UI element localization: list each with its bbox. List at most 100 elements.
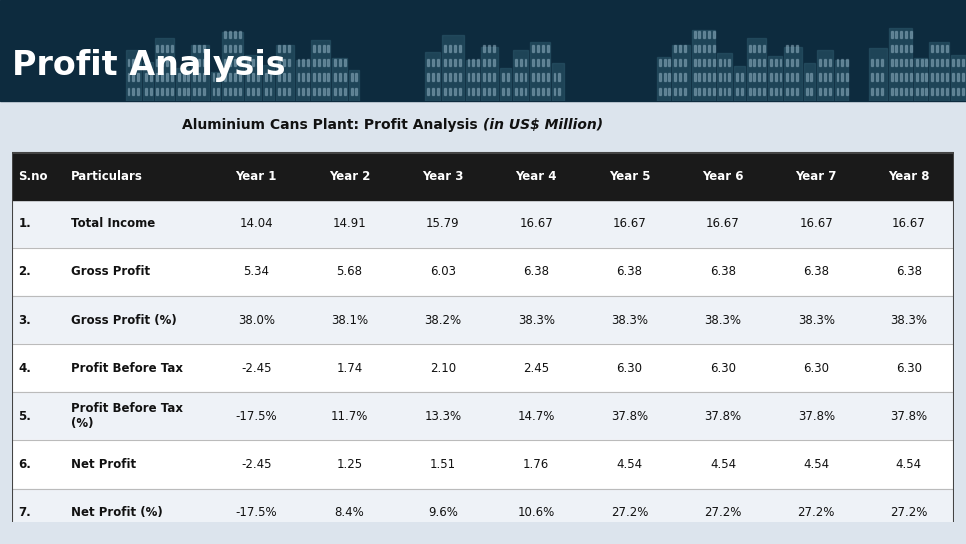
Bar	[488, 88, 490, 95]
Bar	[183, 88, 185, 95]
Bar	[775, 73, 777, 81]
Bar	[224, 88, 226, 95]
Bar	[694, 45, 696, 52]
Bar	[784, 47, 802, 101]
Bar	[12, 153, 954, 200]
Bar	[713, 31, 715, 38]
Bar	[128, 59, 129, 66]
Bar	[247, 59, 249, 66]
Bar	[318, 45, 320, 52]
Bar	[234, 31, 236, 38]
Bar	[957, 88, 959, 95]
Bar	[234, 73, 236, 81]
Bar	[946, 88, 948, 95]
Text: Total Income: Total Income	[71, 218, 156, 230]
Text: Year 3: Year 3	[422, 170, 464, 183]
Bar	[806, 88, 808, 95]
Bar	[454, 73, 456, 81]
Bar	[891, 73, 893, 81]
Text: 16.67: 16.67	[612, 218, 646, 230]
Bar	[871, 59, 873, 66]
Bar	[427, 73, 429, 81]
Bar	[318, 88, 320, 95]
Text: 6.38: 6.38	[804, 265, 829, 279]
Bar	[736, 88, 738, 95]
Text: Year 8: Year 8	[888, 170, 929, 183]
Text: 14.04: 14.04	[240, 218, 273, 230]
Bar	[288, 73, 290, 81]
Bar	[507, 73, 509, 81]
Bar	[786, 88, 788, 95]
Bar	[796, 45, 798, 52]
Bar	[703, 31, 705, 38]
Bar	[703, 59, 705, 66]
Text: 6.30: 6.30	[804, 362, 829, 375]
Text: 5.68: 5.68	[336, 265, 362, 279]
Bar	[763, 73, 765, 81]
Bar	[664, 59, 666, 66]
Bar	[493, 45, 495, 52]
Bar	[724, 73, 725, 81]
Bar	[881, 88, 883, 95]
Text: 6.38: 6.38	[524, 265, 550, 279]
Bar	[432, 88, 434, 95]
Bar	[454, 59, 456, 66]
Bar	[796, 73, 798, 81]
Bar	[278, 88, 280, 95]
Bar	[313, 45, 315, 52]
Bar	[327, 73, 329, 81]
Bar	[166, 88, 168, 95]
Bar	[351, 88, 353, 95]
Text: 4.54: 4.54	[803, 458, 830, 471]
Text: -2.45: -2.45	[241, 362, 271, 375]
Bar	[481, 47, 498, 101]
Text: 6.38: 6.38	[895, 265, 922, 279]
Bar	[468, 88, 469, 95]
Bar	[156, 88, 158, 95]
Bar	[525, 88, 526, 95]
Bar	[770, 59, 772, 66]
Bar	[515, 73, 517, 81]
Text: 38.2%: 38.2%	[424, 313, 462, 326]
Bar	[753, 88, 755, 95]
Bar	[459, 73, 461, 81]
Bar	[724, 88, 725, 95]
Bar	[876, 59, 878, 66]
Bar	[239, 31, 241, 38]
Bar	[719, 73, 721, 81]
Bar	[247, 88, 249, 95]
Bar	[198, 45, 200, 52]
Bar	[472, 59, 474, 66]
Bar	[193, 45, 195, 52]
Bar	[758, 73, 760, 81]
Bar	[921, 73, 923, 81]
Bar	[724, 59, 725, 66]
Bar	[749, 59, 751, 66]
Text: 13.3%: 13.3%	[424, 410, 462, 423]
Bar	[810, 88, 812, 95]
Bar	[728, 88, 730, 95]
Bar	[957, 73, 959, 81]
Bar	[454, 88, 456, 95]
Bar	[493, 59, 495, 66]
Bar	[946, 73, 948, 81]
Bar	[224, 45, 226, 52]
Bar	[344, 59, 346, 66]
Bar	[846, 59, 848, 66]
Bar	[12, 248, 954, 296]
Bar	[672, 45, 690, 101]
Bar	[895, 88, 897, 95]
Bar	[229, 73, 231, 81]
Bar	[12, 344, 954, 392]
Bar	[339, 59, 341, 66]
Bar	[520, 88, 522, 95]
Bar	[905, 59, 907, 66]
Bar	[355, 73, 357, 81]
Text: 6.03: 6.03	[430, 265, 456, 279]
Bar	[758, 45, 760, 52]
Bar	[307, 73, 309, 81]
Bar	[824, 88, 826, 95]
Bar	[247, 73, 249, 81]
Bar	[12, 489, 954, 536]
Bar	[703, 45, 705, 52]
